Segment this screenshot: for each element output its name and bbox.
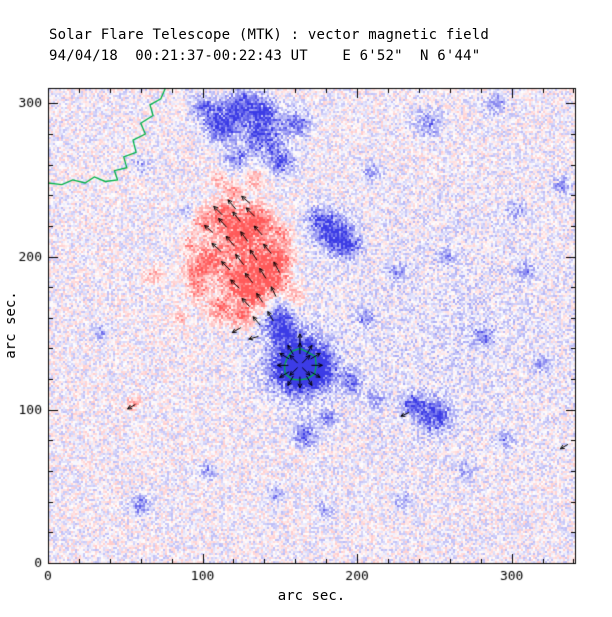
plot-title: Solar Flare Telescope (MTK) : vector mag… xyxy=(49,27,490,43)
y-axis-label: arc sec. xyxy=(3,291,19,359)
x-axis-label: arc sec. xyxy=(277,588,346,604)
plot-subtitle-datetime: 94/04/18 00:21:37-00:22:43 UT E 6'52" N … xyxy=(49,48,481,64)
